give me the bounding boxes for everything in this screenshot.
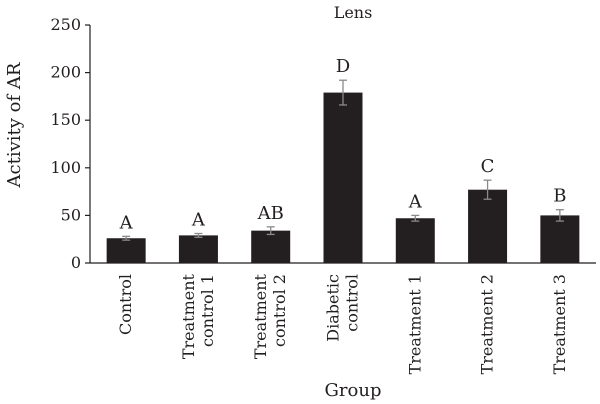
- y-axis-label: Activity of AR: [4, 62, 25, 188]
- x-tick-label: Treatment 3: [550, 274, 569, 374]
- significance-label: A: [119, 212, 134, 233]
- x-tick-label: control 2: [270, 274, 289, 347]
- bar: [395, 218, 435, 263]
- error-bar: [122, 235, 131, 241]
- significance-label: D: [336, 56, 350, 77]
- bar: [106, 238, 146, 263]
- significance-label: A: [408, 191, 423, 212]
- y-tick-label: 100: [50, 158, 81, 177]
- error-bar: [411, 214, 420, 222]
- y-tick-label: 150: [50, 110, 81, 129]
- significance-label: A: [191, 209, 206, 230]
- x-axis-label: Group: [325, 380, 382, 401]
- bar: [251, 230, 291, 263]
- bar: [540, 215, 580, 263]
- x-tick-label: Treatment: [179, 273, 198, 359]
- x-tick-label: Treatment: [251, 273, 270, 359]
- error-bar: [266, 226, 275, 236]
- error-bar: [555, 209, 564, 222]
- significance-label: AB: [257, 203, 284, 224]
- y-tick-label: 0: [71, 253, 81, 272]
- chart-title: Lens: [334, 3, 373, 22]
- bars: [106, 92, 580, 263]
- x-tick-label: control 1: [198, 274, 217, 347]
- x-tick-label: Control: [116, 274, 135, 335]
- bar: [468, 189, 508, 263]
- significance-label: C: [481, 156, 495, 177]
- bar: [178, 235, 218, 263]
- y-tick-label: 50: [61, 205, 81, 224]
- error-bars: [122, 79, 564, 241]
- y-tick-label: 200: [50, 63, 81, 82]
- x-tick-label: Diabetic: [324, 274, 343, 342]
- error-bar: [339, 79, 347, 106]
- category-labels: Control Treatment control 1 Treatment contro…: [116, 273, 569, 374]
- significance-label: B: [553, 186, 566, 207]
- x-tick-label: Treatment 1: [405, 274, 424, 374]
- y-tick-label: 250: [50, 15, 81, 34]
- x-tick-label: control: [343, 274, 362, 332]
- y-axis: 0 50 100 150 200 250: [50, 15, 91, 272]
- bar: [323, 92, 363, 263]
- x-tick-label: Treatment 2: [478, 274, 497, 374]
- significance-labels: A A AB D A C B: [119, 56, 567, 233]
- error-bar: [194, 232, 203, 238]
- error-bar: [483, 179, 492, 200]
